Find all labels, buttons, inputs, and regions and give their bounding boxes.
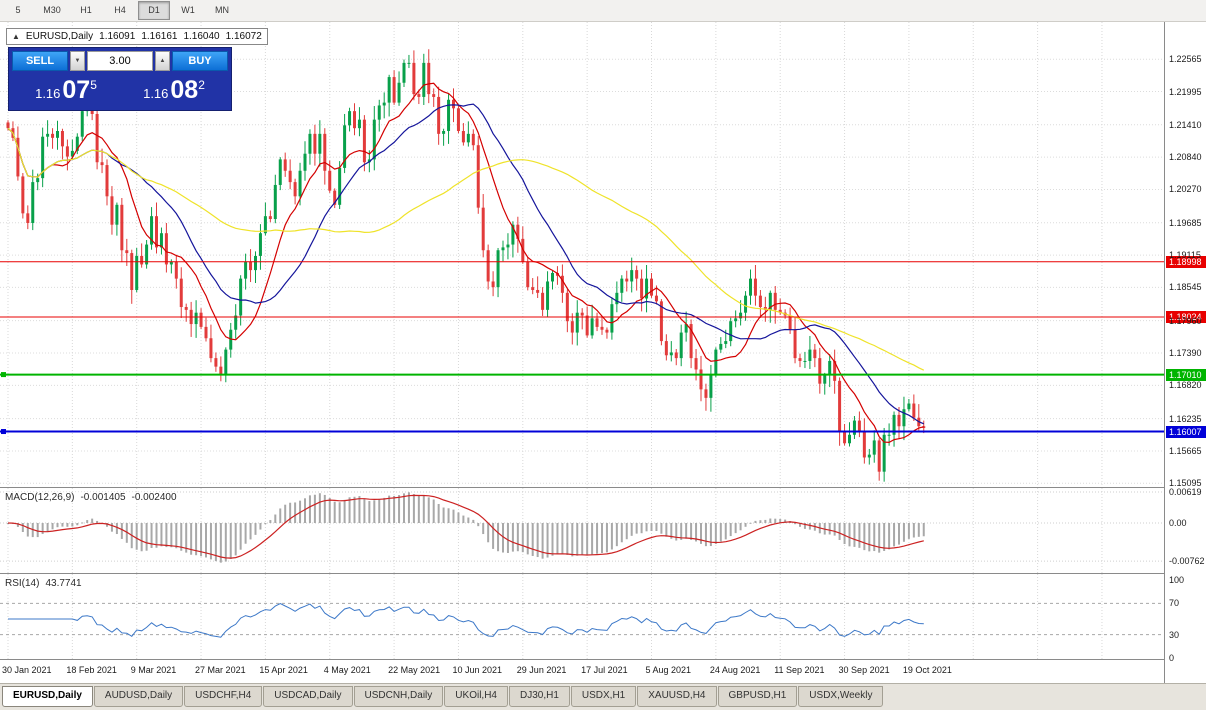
price-axis-label: 1.19115	[1169, 250, 1201, 261]
chart-tab-dj30-h1[interactable]: DJ30,H1	[508, 686, 570, 707]
date-axis-label: 5 Aug 2021	[645, 665, 692, 675]
timeframe-button-5[interactable]: 5	[15, 5, 21, 15]
chart-title-low: 1.16040	[183, 31, 220, 42]
chart-tab-usdcad-daily[interactable]: USDCAD,Daily	[263, 686, 353, 707]
price-axis-label: 1.20270	[1169, 184, 1202, 195]
macd-panel-separator	[0, 487, 1206, 488]
price-axis-label: 1.21995	[1169, 86, 1202, 97]
price-level-tag: 1.17010	[1166, 368, 1206, 381]
price-axis-label: 1.15095	[1169, 478, 1202, 489]
price-axis-label: 1.20840	[1169, 152, 1202, 163]
macd-indicator-canvas[interactable]	[0, 488, 1164, 573]
chart-title: ▲ EURUSD,Daily 1.16091 1.16161 1.16040 1…	[6, 28, 268, 45]
price-axis-label: 1.15665	[1169, 445, 1202, 456]
macd-label: MACD(12,26,9) -0.001405 -0.002400	[5, 492, 177, 503]
price-axis-label: 1.17960	[1169, 315, 1202, 326]
chart-tab-audusd-daily[interactable]: AUDUSD,Daily	[93, 686, 184, 707]
timeframe-button-h4[interactable]: H4	[114, 5, 126, 15]
chart-tab-usdcnh-daily[interactable]: USDCNH,Daily	[353, 686, 444, 707]
rsi-axis-label: 30	[1169, 629, 1180, 640]
macd-value-main: -0.001405	[80, 492, 126, 503]
rsi-axis-label: 100	[1169, 575, 1185, 585]
buy-price-display[interactable]: 1.16 08 2	[120, 74, 228, 107]
rsi-axis-label: 70	[1169, 598, 1180, 609]
sell-button[interactable]: SELL	[12, 51, 68, 71]
price-axis-label: 1.19685	[1169, 217, 1202, 228]
date-axis-label: 27 Mar 2021	[195, 665, 246, 675]
one-click-trading-toggle-icon[interactable]: ▲	[12, 32, 20, 41]
chart-tab-usdchf-h4[interactable]: USDCHF,H4	[184, 686, 263, 707]
chart-tab-ukoil-h4[interactable]: UKOil,H4	[444, 686, 508, 707]
price-axis-label: 1.17390	[1169, 348, 1202, 358]
chart-title-symbol: EURUSD,Daily	[25, 31, 94, 42]
macd-axis-label: 0.00	[1169, 518, 1187, 528]
price-level-tag: 1.18024	[1166, 311, 1206, 323]
buy-price-sup: 2	[198, 78, 205, 92]
timeframe-button-h1[interactable]: H1	[80, 5, 92, 15]
rsi-indicator-canvas[interactable]	[0, 574, 1164, 659]
chart-tab-eurusd-daily[interactable]: EURUSD,Daily	[2, 686, 93, 707]
sell-price-prefix: 1.16	[35, 86, 61, 101]
chart-tab-bar: EURUSD,Daily AUDUSD,Daily USDCHF,H4 USDCAD,…	[0, 683, 1206, 710]
price-axis-label: 1.16820	[1169, 380, 1202, 391]
buy-price-big: 08	[170, 76, 199, 104]
sell-price-display[interactable]: 1.16 07 5	[12, 74, 120, 107]
main-chart-canvas[interactable]	[0, 22, 1164, 487]
rsi-value: 43.7741	[45, 578, 82, 589]
timeframe-toolbar: 5 M30 H1 H4 D1 W1 MN	[0, 0, 1206, 22]
price-level-tag: 1.16007	[1166, 425, 1206, 438]
lot-size-input[interactable]: 3.00	[87, 51, 153, 71]
date-axis-label: 15 Apr 2021	[259, 665, 308, 675]
rsi-panel-separator	[0, 573, 1206, 574]
date-axis-label: 17 Jul 2021	[581, 665, 628, 675]
buy-price-prefix: 1.16	[143, 86, 169, 101]
chart-title-high: 1.16161	[141, 31, 178, 42]
timeframe-button-w1[interactable]: W1	[181, 5, 195, 15]
macd-axis-label: 0.00619	[1169, 487, 1202, 498]
date-axis-label: 30 Jan 2021	[2, 665, 52, 675]
buy-button[interactable]: BUY	[172, 51, 228, 71]
macd-axis-label: -0.00762	[1169, 556, 1205, 567]
lot-increase-icon[interactable]: ▲	[155, 51, 170, 71]
macd-value-signal: -0.002400	[131, 492, 177, 503]
date-axis-label: 19 Oct 2021	[902, 665, 952, 675]
chart-tab-xauusd-h4[interactable]: XAUUSD,H4	[637, 686, 717, 707]
date-axis-label: 9 Mar 2021	[130, 665, 177, 675]
chart-title-close: 1.16072	[225, 31, 262, 42]
price-axis-label: 1.16235	[1169, 413, 1202, 424]
rsi-label: RSI(14) 43.7741	[5, 578, 82, 589]
date-axis-label: 30 Sep 2021	[838, 665, 890, 675]
sell-price-sup: 5	[90, 78, 97, 92]
chart-tab-gbpusd-h1[interactable]: GBPUSD,H1	[717, 686, 798, 707]
date-axis-label: 24 Aug 2021	[709, 665, 761, 675]
chart-tab-usdx-weekly[interactable]: USDX,Weekly	[798, 686, 884, 707]
date-axis-separator	[0, 659, 1206, 660]
price-scale[interactable]: 1.18998 1.18024 1.17010 1.16007 1.22565 1.219…	[1164, 22, 1206, 683]
price-axis-label: 1.18545	[1169, 282, 1202, 293]
price-level-tag: 1.18998	[1166, 255, 1206, 268]
chart-tab-usdx-h1[interactable]: USDX,H1	[570, 686, 637, 707]
lot-decrease-icon[interactable]: ▼	[70, 51, 85, 71]
date-axis-label: 10 Jun 2021	[452, 665, 502, 675]
timeframe-button-m30[interactable]: M30	[43, 5, 61, 15]
price-axis-label: 1.21410	[1169, 119, 1202, 130]
chart-title-open: 1.16091	[99, 31, 136, 42]
date-axis-label: 4 May 2021	[323, 665, 371, 675]
rsi-axis-label: 0	[1169, 653, 1175, 663]
date-axis-label: 29 Jun 2021	[516, 665, 567, 675]
timeframe-button-mn[interactable]: MN	[215, 5, 229, 15]
rsi-title: RSI(14)	[5, 578, 40, 589]
one-click-trading-panel: SELL ▼ 3.00 ▲ BUY 1.16 07 5 1.16 08 2	[8, 47, 232, 111]
date-axis-label: 11 Sep 2021	[774, 665, 825, 675]
price-axis-label: 1.22565	[1169, 54, 1202, 65]
sell-price-big: 07	[62, 76, 91, 104]
macd-title: MACD(12,26,9)	[5, 492, 75, 503]
timeframe-button-d1[interactable]: D1	[138, 1, 170, 20]
date-axis-label: 22 May 2021	[388, 665, 441, 675]
chart-window: 1.18998 1.18024 1.17010 1.16007 1.22565 1.219…	[0, 22, 1206, 683]
date-axis-label: 18 Feb 2021	[66, 665, 117, 675]
date-axis[interactable]: 30 Jan 2021 18 Feb 2021 9 Mar 2021 27 Mar 2…	[0, 660, 1164, 683]
